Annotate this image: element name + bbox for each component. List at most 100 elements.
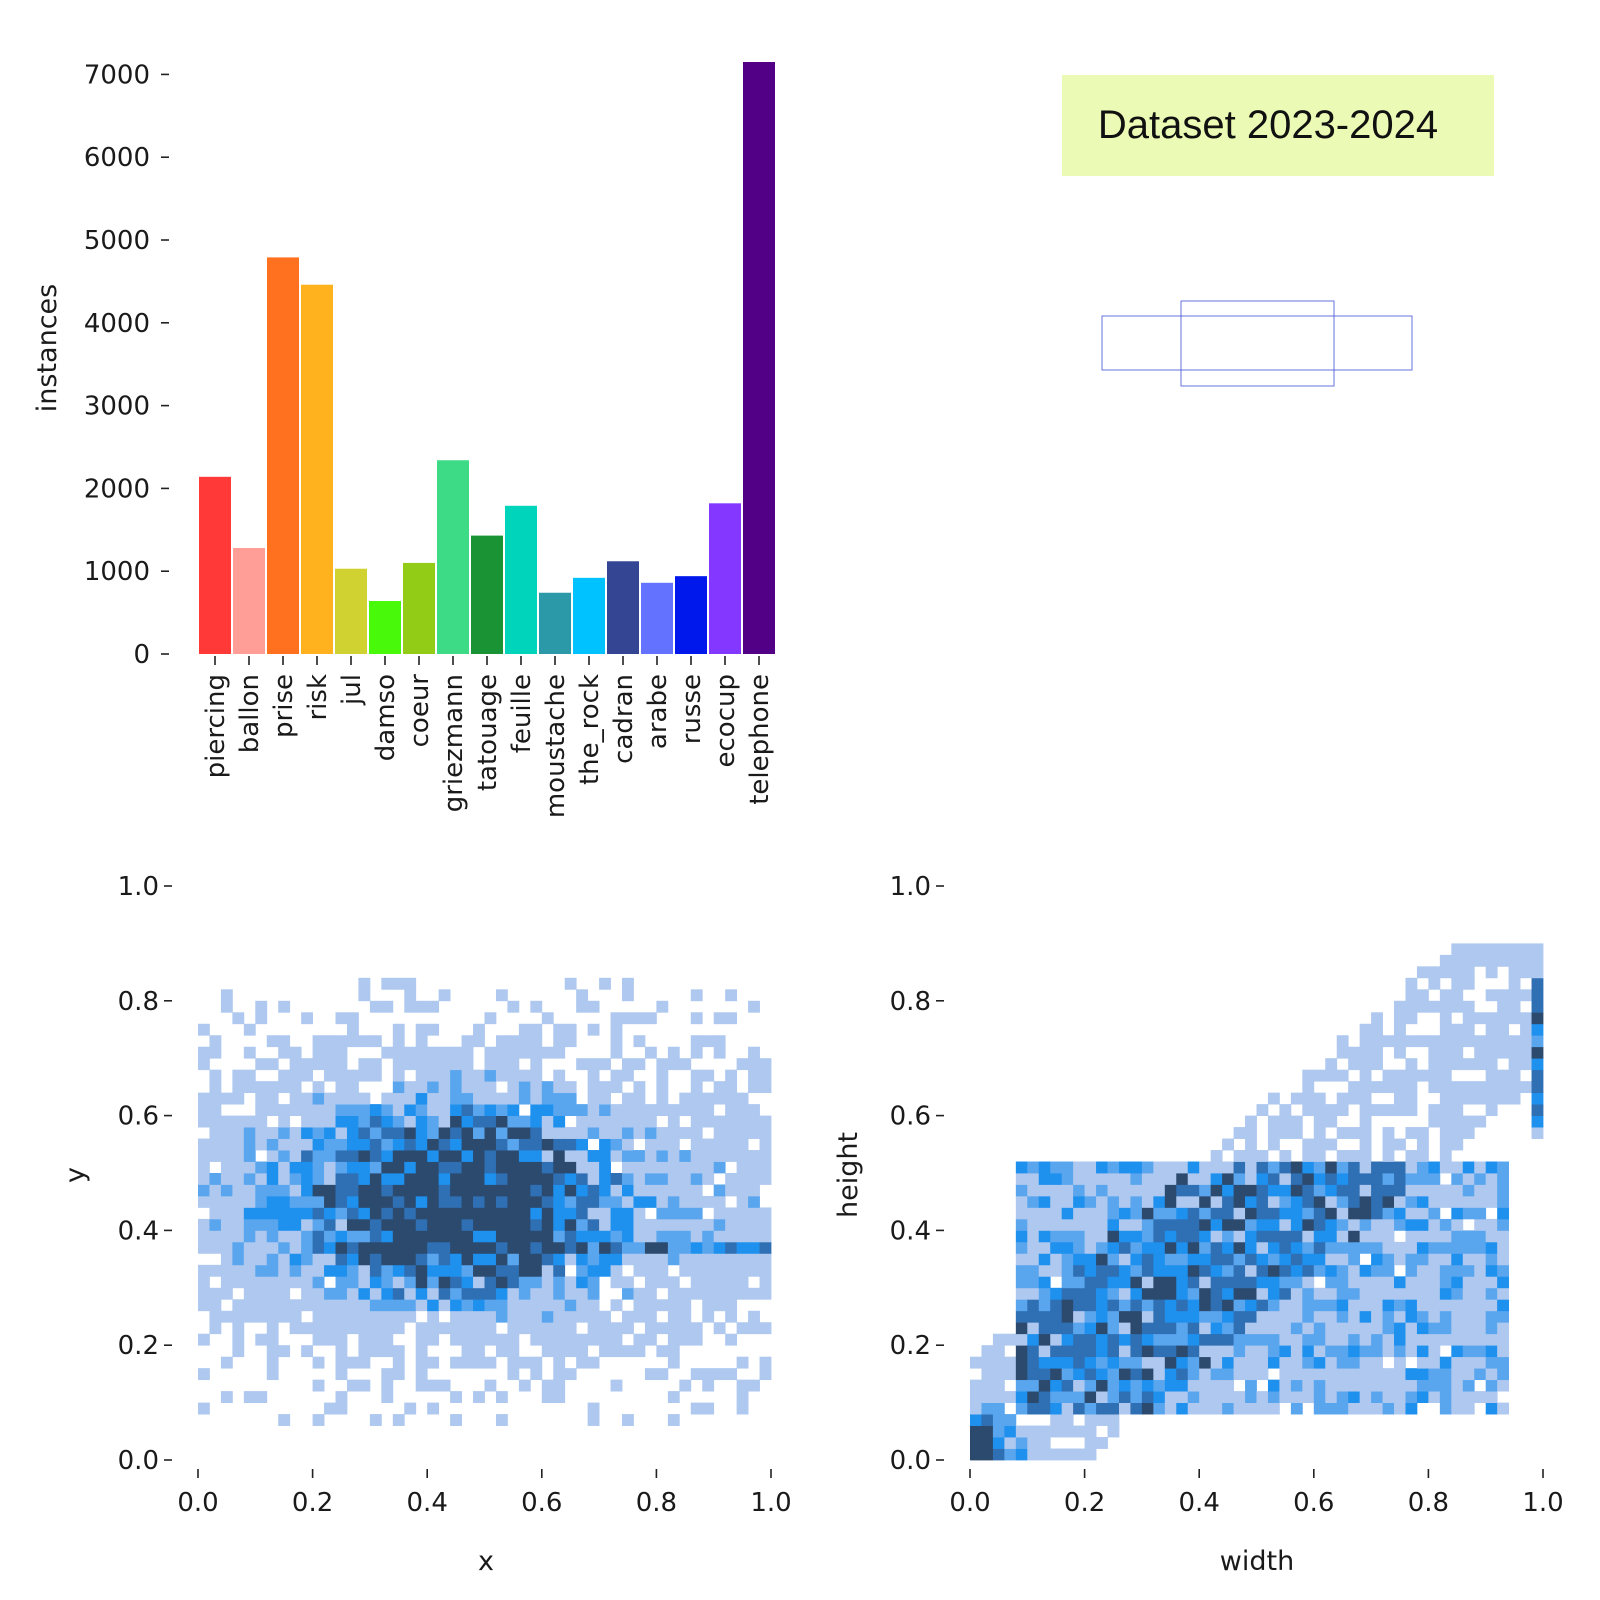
heat-cell [1336,1035,1349,1048]
heat-cell [438,1173,451,1185]
heat-cell [1256,1299,1269,1312]
heat-cell [656,1161,669,1174]
heat-cell [484,1218,497,1231]
heat-cell [530,1092,543,1105]
heat-cell [518,1092,531,1105]
heat-cell [725,1310,738,1323]
heat-cell [1336,1310,1349,1323]
heat-cell [1176,1287,1189,1300]
heat-cell [702,1287,715,1300]
heat-cell [1004,1356,1017,1369]
heat-cell [1439,1069,1452,1082]
heat-cell [243,1218,256,1231]
heat-cell [232,1115,245,1128]
heat-cell [346,1150,359,1162]
heat-cell [1474,1046,1487,1059]
heat-cell [1508,1046,1521,1059]
heat-cell [1474,1368,1487,1381]
heat-cell [1256,1322,1269,1335]
heat-cell [1118,1173,1131,1185]
heat-cell [610,1150,623,1162]
heat-cell [243,1081,256,1094]
heat-cell [507,1115,520,1128]
heat-cell [1416,1069,1429,1082]
heat-cell [1256,1150,1269,1162]
heat-cell [1096,1173,1108,1185]
heat-cell [1107,1379,1120,1392]
heat-cell [702,1035,715,1048]
ytick-label: 0.2 [890,1331,931,1361]
heat-cell [1107,1241,1120,1254]
heat-cell [392,1115,405,1128]
heat-cell [1462,1402,1475,1415]
heat-cell [1118,1241,1131,1254]
heat-cell [1015,1322,1028,1335]
heat-cell [1141,1230,1154,1243]
heat-cell [1210,1356,1223,1369]
heat-cell [301,1184,313,1197]
heat-cell [622,1310,634,1323]
heat-cell [622,977,634,990]
heat-cell [622,1012,634,1025]
heat-cell [725,989,738,1002]
heat-cell [633,1150,646,1162]
heat-cell [736,1207,749,1220]
heat-cell [599,1195,611,1208]
heat-cell [1451,1230,1464,1243]
heat-cell [1084,1161,1097,1174]
heat-cell [1199,1322,1212,1335]
heat-cell [392,1161,405,1174]
heat-cell [1187,1218,1200,1231]
heat-cell [324,1138,336,1151]
heat-cell [690,1207,703,1220]
heat-cell [369,1150,382,1162]
heat-cell [1073,1241,1085,1254]
heat-cell [473,1184,485,1197]
heat-cell [450,1173,462,1185]
heat-cell [1107,1218,1120,1231]
heat-cell [1015,1299,1028,1312]
heat-cell [438,1230,451,1243]
heat-cell [1405,1368,1418,1381]
heat-cell [1348,1161,1361,1174]
heat-cell [690,989,703,1002]
heat-cell [427,1253,440,1266]
heat-cell [358,1299,371,1312]
heat-cell [530,1264,543,1277]
heat-cell [1176,1173,1189,1185]
heat-cell [1222,1310,1234,1323]
heat-cell [278,1069,291,1082]
heat-cell [461,1345,474,1358]
heat-cell [1222,1184,1234,1197]
heat-cell [1302,1287,1315,1300]
heat-cell [1325,1218,1338,1231]
heat-cell [1313,1356,1326,1369]
heat-cell [1474,1391,1487,1403]
heat-cell [1451,1322,1464,1335]
heat-cell [243,1023,256,1036]
heat-cell [1416,1379,1429,1392]
heat-cell [324,1150,336,1162]
heat-cell [656,1299,669,1312]
heat-cell [1336,1264,1349,1277]
heat-cell [1073,1287,1085,1300]
heat-cell [1199,1356,1212,1369]
bar-xtick-label: moustache [541,674,571,818]
heat-cell [736,1104,749,1116]
heat-cell [243,1195,256,1208]
heat-cell [759,1276,772,1289]
xy-heatmap: 0.00.00.20.20.40.40.60.60.80.81.01.0 [118,872,792,1518]
heat-cell [255,1127,268,1139]
heat-cell [1279,1379,1292,1392]
heat-cell [1256,1310,1269,1323]
heat-cell [266,1287,279,1300]
heat-cell [690,1241,703,1254]
heat-cell [1015,1195,1028,1208]
heat-cell [1199,1241,1212,1254]
heat-cell [484,1276,497,1289]
heat-cell [312,1287,325,1300]
heat-cell [656,1173,669,1185]
heat-cell [484,1322,497,1335]
heat-cell [541,1150,554,1162]
heat-cell [1245,1299,1257,1312]
